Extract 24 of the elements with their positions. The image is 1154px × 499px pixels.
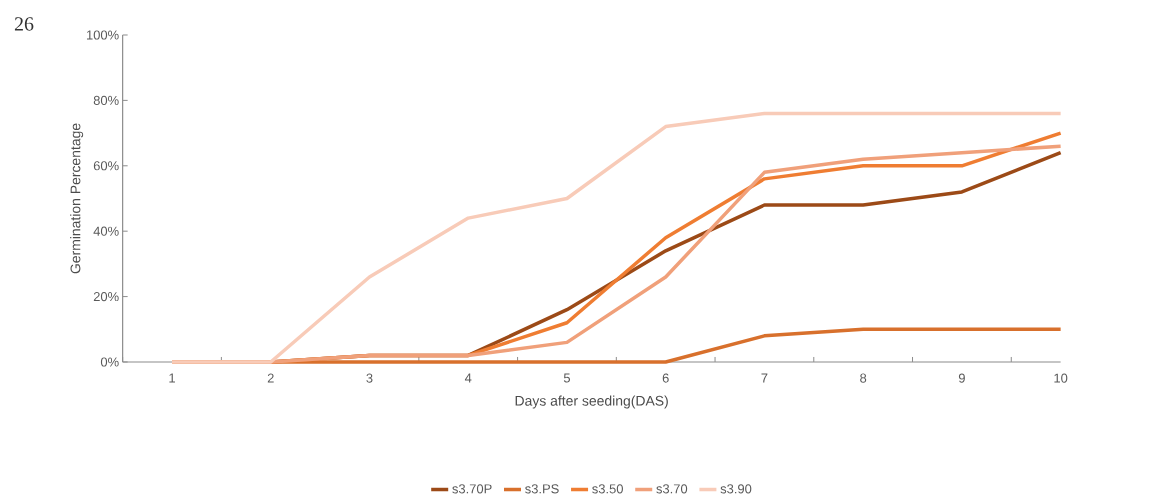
y-axis-title: Germination Percentage xyxy=(70,123,84,274)
legend-label: s3.PS xyxy=(525,484,559,494)
y-tick-label: 100% xyxy=(86,30,119,40)
legend-label: s3.70P xyxy=(452,484,492,494)
x-axis-title: Days after seeding(DAS) xyxy=(515,395,668,409)
x-tick-label: 7 xyxy=(761,373,768,383)
x-tick-label: 1 xyxy=(169,373,175,383)
legend-label: s3.90 xyxy=(720,484,752,494)
x-tick-label: 8 xyxy=(860,373,867,383)
x-tick-label: 4 xyxy=(464,373,472,383)
x-tick-label: 10 xyxy=(1054,373,1068,383)
y-tick-label: 80% xyxy=(93,95,119,105)
y-tick-label: 60% xyxy=(93,161,119,171)
x-tick-label: 6 xyxy=(662,373,669,383)
x-tick-label: 2 xyxy=(267,373,274,383)
y-tick-label: 0% xyxy=(100,357,119,367)
text: 26 xyxy=(14,17,34,31)
x-tick-label: 9 xyxy=(958,373,965,383)
y-tick-label: 40% xyxy=(93,226,119,236)
legend-label: s3.70 xyxy=(656,484,688,494)
x-tick-label: 3 xyxy=(366,373,373,383)
legend-label: s3.50 xyxy=(592,484,623,494)
y-tick-label: 20% xyxy=(93,292,119,302)
x-tick-label: 5 xyxy=(563,373,571,383)
